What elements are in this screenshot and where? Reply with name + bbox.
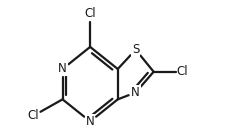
Text: Cl: Cl — [28, 109, 39, 122]
Text: N: N — [85, 115, 94, 128]
Text: Cl: Cl — [84, 7, 95, 20]
Text: Cl: Cl — [176, 65, 188, 78]
Text: S: S — [131, 43, 139, 56]
Text: N: N — [131, 86, 139, 99]
Text: N: N — [58, 63, 67, 75]
